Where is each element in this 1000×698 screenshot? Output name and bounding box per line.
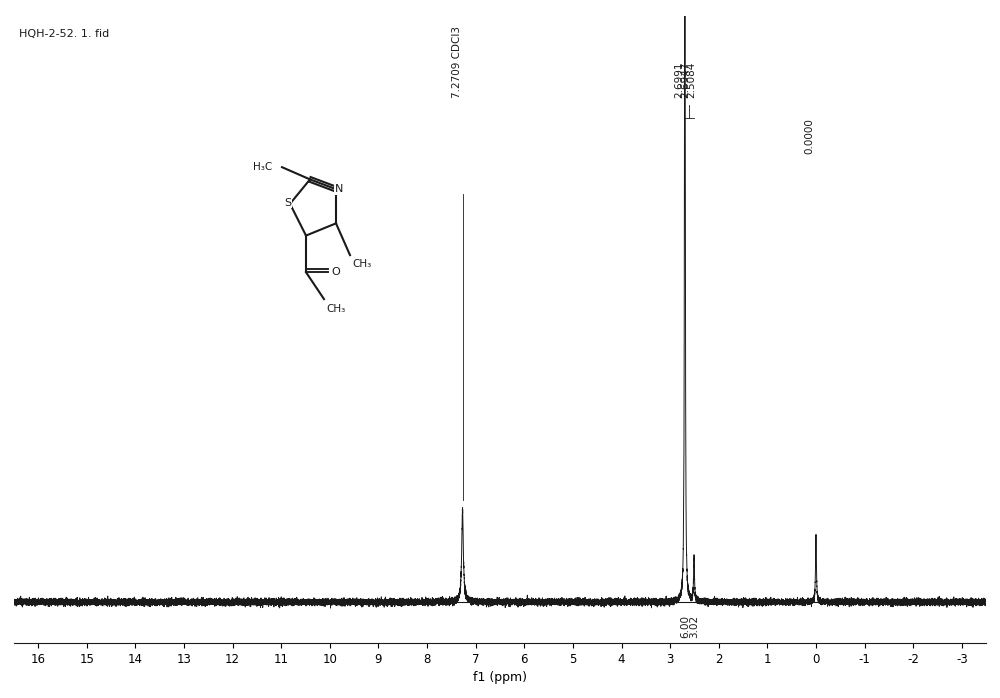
Text: S: S [284, 198, 292, 207]
Text: H₃C: H₃C [253, 162, 272, 172]
Text: 3.02: 3.02 [689, 615, 699, 638]
Text: O: O [331, 267, 340, 277]
Text: 2.6947: 2.6947 [680, 61, 690, 98]
Text: 7.2709 CDCl3: 7.2709 CDCl3 [452, 26, 462, 98]
Text: 0.0000: 0.0000 [805, 118, 815, 154]
Text: 2.5084: 2.5084 [686, 61, 696, 98]
Text: CH₃: CH₃ [326, 304, 345, 314]
Text: N: N [335, 184, 343, 194]
Text: CH₃: CH₃ [352, 259, 371, 269]
Text: 6.00: 6.00 [680, 615, 690, 638]
Text: 2.6991: 2.6991 [674, 61, 684, 98]
X-axis label: f1 (ppm): f1 (ppm) [473, 671, 527, 684]
Text: HQH-2-52. 1. fid: HQH-2-52. 1. fid [19, 29, 109, 38]
